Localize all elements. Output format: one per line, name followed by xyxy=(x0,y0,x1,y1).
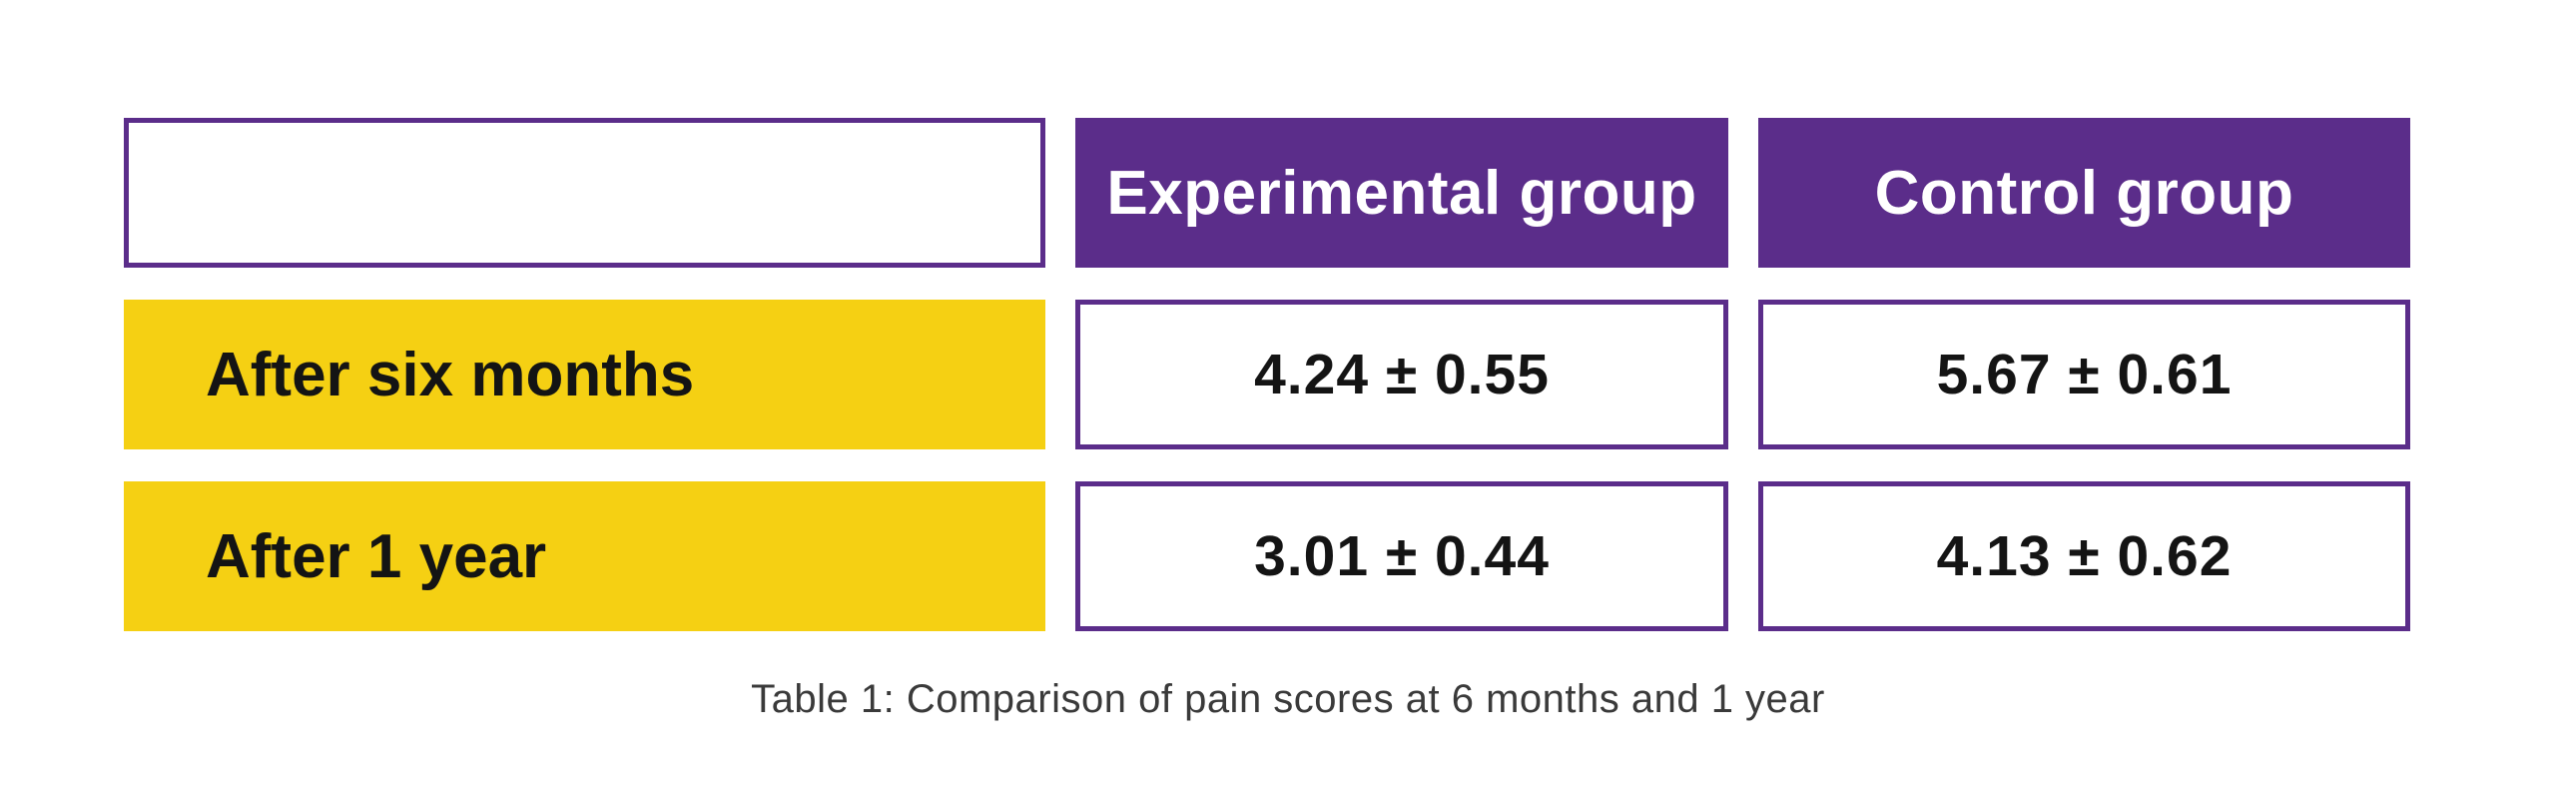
row-label-after-six-months: After six months xyxy=(124,300,1045,449)
table-corner-cell xyxy=(124,118,1045,268)
value-experimental-1-year: 3.01 ± 0.44 xyxy=(1075,481,1728,631)
table-caption: Table 1: Comparison of pain scores at 6 … xyxy=(751,677,1825,721)
column-header-experimental-group: Experimental group xyxy=(1075,118,1728,268)
value-control-six-months: 5.67 ± 0.61 xyxy=(1758,300,2410,449)
value-control-1-year: 4.13 ± 0.62 xyxy=(1758,481,2410,631)
pain-scores-table: Experimental group Control group After s… xyxy=(124,118,2410,631)
column-header-control-group: Control group xyxy=(1758,118,2410,268)
value-experimental-six-months: 4.24 ± 0.55 xyxy=(1075,300,1728,449)
row-label-after-1-year: After 1 year xyxy=(124,481,1045,631)
